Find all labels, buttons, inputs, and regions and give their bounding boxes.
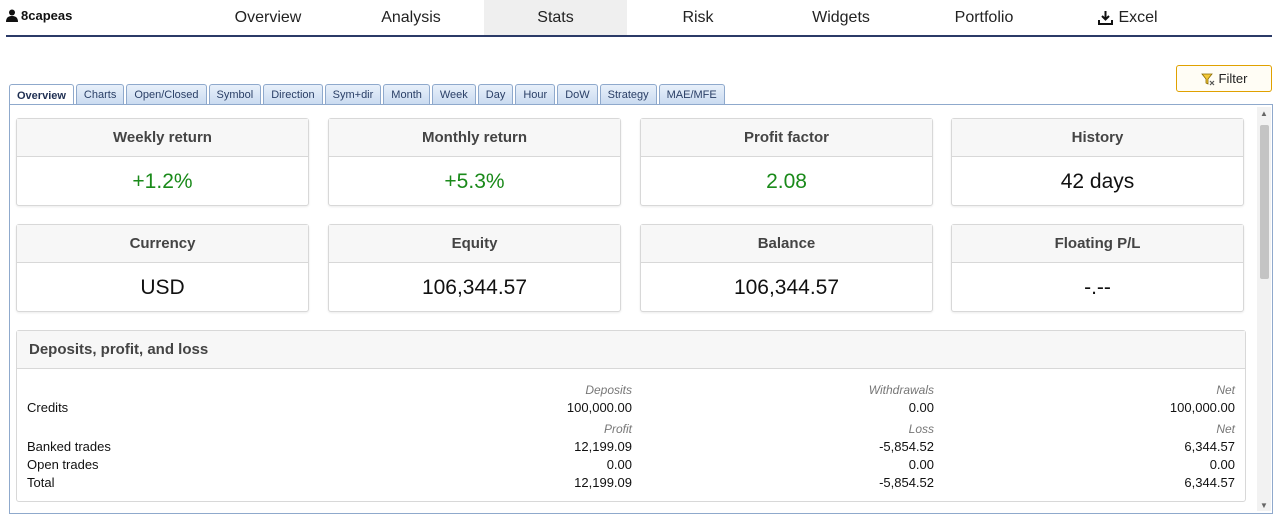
card-title: Currency <box>17 225 308 263</box>
cell-profit: 12,199.09 <box>574 475 632 490</box>
card-weekly-return: Weekly return +1.2% <box>16 118 309 206</box>
card-history: History 42 days <box>951 118 1244 206</box>
user-icon <box>6 9 18 22</box>
row-label: Open trades <box>27 457 99 472</box>
subtab-sym-dir[interactable]: Sym+dir <box>324 84 382 105</box>
card-value: 42 days <box>1060 169 1135 193</box>
card-title: Floating P/L <box>952 225 1243 263</box>
open-trades-row: Open trades 0.00 0.00 0.00 <box>17 457 1245 475</box>
card-title: Weekly return <box>17 119 308 157</box>
nav-tab-overview[interactable]: Overview <box>206 0 330 35</box>
card-value: +5.3% <box>444 169 505 193</box>
filter-button[interactable]: Filter <box>1176 65 1272 92</box>
cell-net: 6,344.57 <box>1184 475 1235 490</box>
scroll-thumb[interactable] <box>1260 125 1269 279</box>
nav-tab-label: Excel <box>1118 8 1158 26</box>
cell-net: 0.00 <box>1209 457 1235 472</box>
subtab-open-closed[interactable]: Open/Closed <box>126 84 207 105</box>
section-title: Deposits, profit, and loss <box>17 331 1245 369</box>
header-loss: Loss <box>908 422 934 436</box>
user-name: 8capeas <box>21 8 73 23</box>
header-net: Net <box>1216 383 1235 397</box>
overview-panel: Weekly return +1.2% Monthly return +5.3%… <box>9 104 1273 514</box>
card-profit-factor: Profit factor 2.08 <box>640 118 933 206</box>
card-balance: Balance 106,344.57 <box>640 224 933 312</box>
nav-tab-widgets[interactable]: Widgets <box>771 0 911 35</box>
download-icon <box>1098 11 1114 25</box>
vertical-scrollbar[interactable]: ▲ ▼ <box>1257 107 1271 511</box>
cell-net: 100,000.00 <box>1169 400 1235 415</box>
cell-net: 6,344.57 <box>1184 439 1235 454</box>
card-title: Profit factor <box>641 119 932 157</box>
subtab-charts[interactable]: Charts <box>75 84 125 105</box>
cell-deposits: 100,000.00 <box>566 400 632 415</box>
card-title: Equity <box>329 225 620 263</box>
subtab-hour[interactable]: Hour <box>515 84 556 105</box>
subtab-overview[interactable]: Overview <box>9 84 74 106</box>
nav-tab-label: Overview <box>234 8 302 26</box>
filter-label: Filter <box>1218 71 1248 86</box>
filter-icon <box>1200 73 1214 85</box>
top-nav: 8capeas Overview Analysis Stats Risk Wid… <box>6 0 1272 37</box>
header-profit: Profit <box>603 422 632 436</box>
card-title: History <box>952 119 1243 157</box>
card-monthly-return: Monthly return +5.3% <box>328 118 621 206</box>
scroll-up-arrow-icon[interactable]: ▲ <box>1260 108 1268 118</box>
nav-tab-portfolio[interactable]: Portfolio <box>914 0 1054 35</box>
row-label: Credits <box>27 400 69 415</box>
card-equity: Equity 106,344.57 <box>328 224 621 312</box>
card-currency: Currency USD <box>16 224 309 312</box>
subtab-direction[interactable]: Direction <box>263 84 323 105</box>
nav-tab-label: Analysis <box>381 8 441 26</box>
subtab-month[interactable]: Month <box>383 84 430 105</box>
nav-tab-excel[interactable]: Excel <box>1058 0 1198 35</box>
nav-tab-risk[interactable]: Risk <box>628 0 768 35</box>
card-title: Balance <box>641 225 932 263</box>
nav-tab-stats[interactable]: Stats <box>484 0 627 35</box>
nav-tab-label: Risk <box>682 8 714 26</box>
card-value: USD <box>140 275 185 299</box>
subtab-symbol[interactable]: Symbol <box>208 84 262 105</box>
subtab-week[interactable]: Week <box>431 84 476 105</box>
cell-profit: 0.00 <box>606 457 632 472</box>
nav-tab-label: Portfolio <box>954 8 1014 26</box>
nav-tab-label: Widgets <box>812 8 870 26</box>
subtab-strategy[interactable]: Strategy <box>599 84 657 105</box>
card-floating-pl: Floating P/L -.-- <box>951 224 1244 312</box>
card-value: -.-- <box>1084 275 1111 299</box>
cell-profit: 12,199.09 <box>574 439 632 454</box>
header-withdrawals: Withdrawals <box>868 383 934 397</box>
nav-tab-analysis[interactable]: Analysis <box>341 0 481 35</box>
card-value: 106,344.57 <box>421 275 528 299</box>
cell-loss: -5,854.52 <box>879 439 934 454</box>
card-title: Monthly return <box>329 119 620 157</box>
cell-loss: -5,854.52 <box>879 475 934 490</box>
card-value: 2.08 <box>766 169 807 193</box>
subtab-mae-mfe[interactable]: MAE/MFE <box>658 84 725 105</box>
subtab-day[interactable]: Day <box>477 84 514 105</box>
subtab-dow[interactable]: DoW <box>557 84 598 105</box>
trades-header-row: Profit Loss Net <box>17 422 1245 440</box>
header-deposits: Deposits <box>585 383 632 397</box>
card-value: 106,344.57 <box>733 275 840 299</box>
deposits-profit-loss-section: Deposits, profit, and loss Deposits With… <box>16 330 1246 502</box>
header-net: Net <box>1216 422 1235 436</box>
row-label: Total <box>27 475 55 490</box>
user-menu[interactable]: 8capeas <box>6 8 72 23</box>
banked-trades-row: Banked trades 12,199.09 -5,854.52 6,344.… <box>17 439 1245 457</box>
card-value: +1.2% <box>132 169 193 193</box>
cell-withdrawals: 0.00 <box>908 400 934 415</box>
credits-header-row: Deposits Withdrawals Net <box>17 383 1245 401</box>
scroll-down-arrow-icon[interactable]: ▼ <box>1260 500 1268 510</box>
total-row: Total 12,199.09 -5,854.52 6,344.57 <box>17 475 1245 493</box>
nav-tab-label: Stats <box>537 8 574 26</box>
credits-row: Credits 100,000.00 0.00 100,000.00 <box>17 400 1245 418</box>
stats-subtabs: Overview Charts Open/Closed Symbol Direc… <box>9 84 725 106</box>
row-label: Banked trades <box>27 439 111 454</box>
cell-loss: 0.00 <box>908 457 934 472</box>
